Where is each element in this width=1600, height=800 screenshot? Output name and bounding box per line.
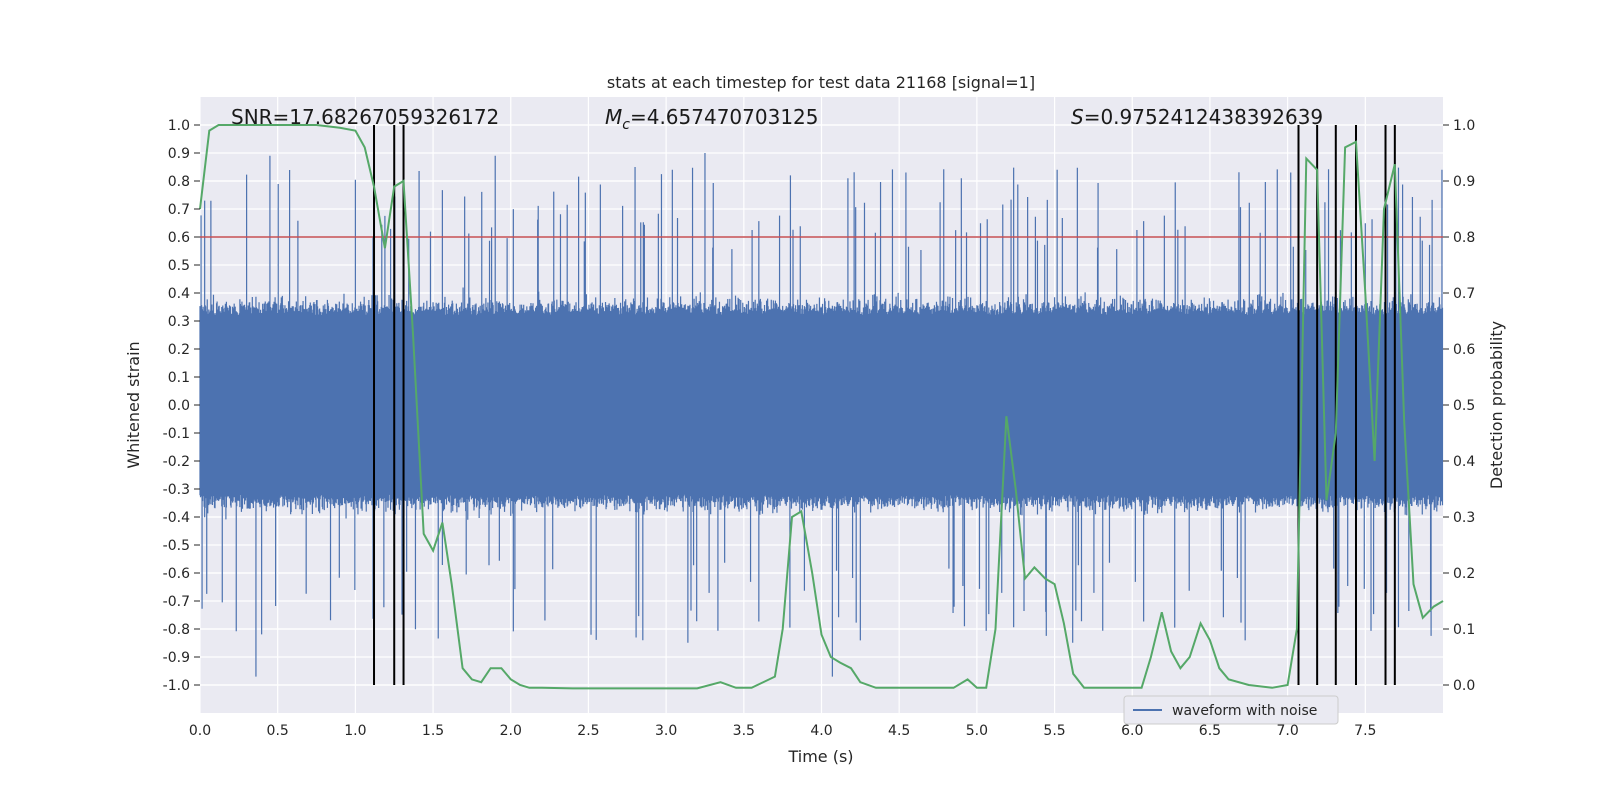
y-tick-label: 0.3 <box>168 314 190 330</box>
y-tick-label: -0.9 <box>163 650 190 666</box>
y2-tick-label: 0.4 <box>1453 454 1475 470</box>
chirp-mass-annotation: Mc=4.657470703125 <box>605 105 819 133</box>
waveform-series <box>199 153 1444 677</box>
y-axis-label: Whitened strain <box>124 341 143 468</box>
y2-tick-label: 0.5 <box>1453 398 1475 414</box>
y-tick-label: -0.4 <box>163 510 190 526</box>
x-tick-label: 6.0 <box>1121 723 1143 739</box>
y-tick-label: -0.7 <box>163 594 190 610</box>
x-ticks: 0.0 0.5 1.0 1.5 2.0 2.5 3.0 3.5 4.0 4.5 5.0 5.5 6.0 6… <box>189 723 1377 739</box>
y-tick-label: -0.5 <box>163 538 190 554</box>
x-tick-label: 0.0 <box>189 723 211 739</box>
y2-tick-label: 1.0 <box>1453 118 1475 134</box>
y-tick-label: 0.8 <box>168 174 190 190</box>
y2-tick-label: 0.9 <box>1453 174 1475 190</box>
x-tick-label: 2.0 <box>500 723 522 739</box>
y-tick-label: -0.8 <box>163 622 190 638</box>
x-tick-label: 5.5 <box>1043 723 1065 739</box>
x-tick-label: 5.0 <box>966 723 988 739</box>
y2-tick-label: 0.6 <box>1453 342 1475 358</box>
y-tick-label: 0.4 <box>168 286 190 302</box>
y-tick-label: 0.1 <box>168 370 190 386</box>
y2-tick-label: 0.8 <box>1453 230 1475 246</box>
y2-tick-label: 0.1 <box>1453 622 1475 638</box>
x-tick-label: 3.5 <box>733 723 755 739</box>
y-tick-label: 0.6 <box>168 230 190 246</box>
y-tick-label: 0.5 <box>168 258 190 274</box>
y-tick-label: 0.9 <box>168 146 190 162</box>
probability-line <box>199 124 1444 690</box>
y-tick-label: 0.0 <box>168 398 190 414</box>
legend: waveform with noise <box>1123 695 1339 725</box>
y-tick-label: -1.0 <box>163 678 190 694</box>
y-tick-label: -0.6 <box>163 566 190 582</box>
y-tick-label: -0.3 <box>163 482 190 498</box>
x-tick-label: 6.5 <box>1199 723 1221 739</box>
y2-tick-label: 0.2 <box>1453 566 1475 582</box>
y-tick-label: -0.2 <box>163 454 190 470</box>
x-tick-label: 7.5 <box>1354 723 1376 739</box>
y2-tick-label: 0.7 <box>1453 286 1475 302</box>
y-tick-label: 0.2 <box>168 342 190 358</box>
x-tick-label: 1.0 <box>344 723 366 739</box>
y2-tick-label: 0.0 <box>1453 678 1475 694</box>
x-tick-label: 7.0 <box>1276 723 1298 739</box>
y-tick-label: 1.0 <box>168 118 190 134</box>
x-tick-label: 4.0 <box>810 723 832 739</box>
x-tick-label: 2.5 <box>577 723 599 739</box>
y2-axis-label: Detection probability <box>1487 321 1506 489</box>
waveform-path <box>199 153 1444 677</box>
x-tick-label: 3.0 <box>655 723 677 739</box>
x-tick-label: 0.5 <box>267 723 289 739</box>
y-tick-label: -0.1 <box>163 426 190 442</box>
y-ticks: 1.0 0.9 0.8 0.7 0.6 0.5 0.4 0.3 0.2 0.1 0.0 -0.1 -0.… <box>163 118 200 694</box>
x-tick-label: 1.5 <box>422 723 444 739</box>
chart-title: stats at each timestep for test data 211… <box>607 73 1035 92</box>
y2-ticks: 1.0 0.9 0.8 0.7 0.6 0.5 0.4 0.3 0.2 0.1 0.0 <box>1443 118 1475 694</box>
snr-annotation: SNR=17.68267059326172 <box>231 105 499 129</box>
legend-label: waveform with noise <box>1172 703 1317 719</box>
legend-box <box>1123 695 1339 725</box>
x-axis-label: Time (s) <box>787 747 853 766</box>
y2-tick-label: 0.3 <box>1453 510 1475 526</box>
score-annotation: S=0.9752412438392639 <box>1071 105 1323 129</box>
y-tick-label: 0.7 <box>168 202 190 218</box>
x-tick-label: 4.5 <box>888 723 910 739</box>
